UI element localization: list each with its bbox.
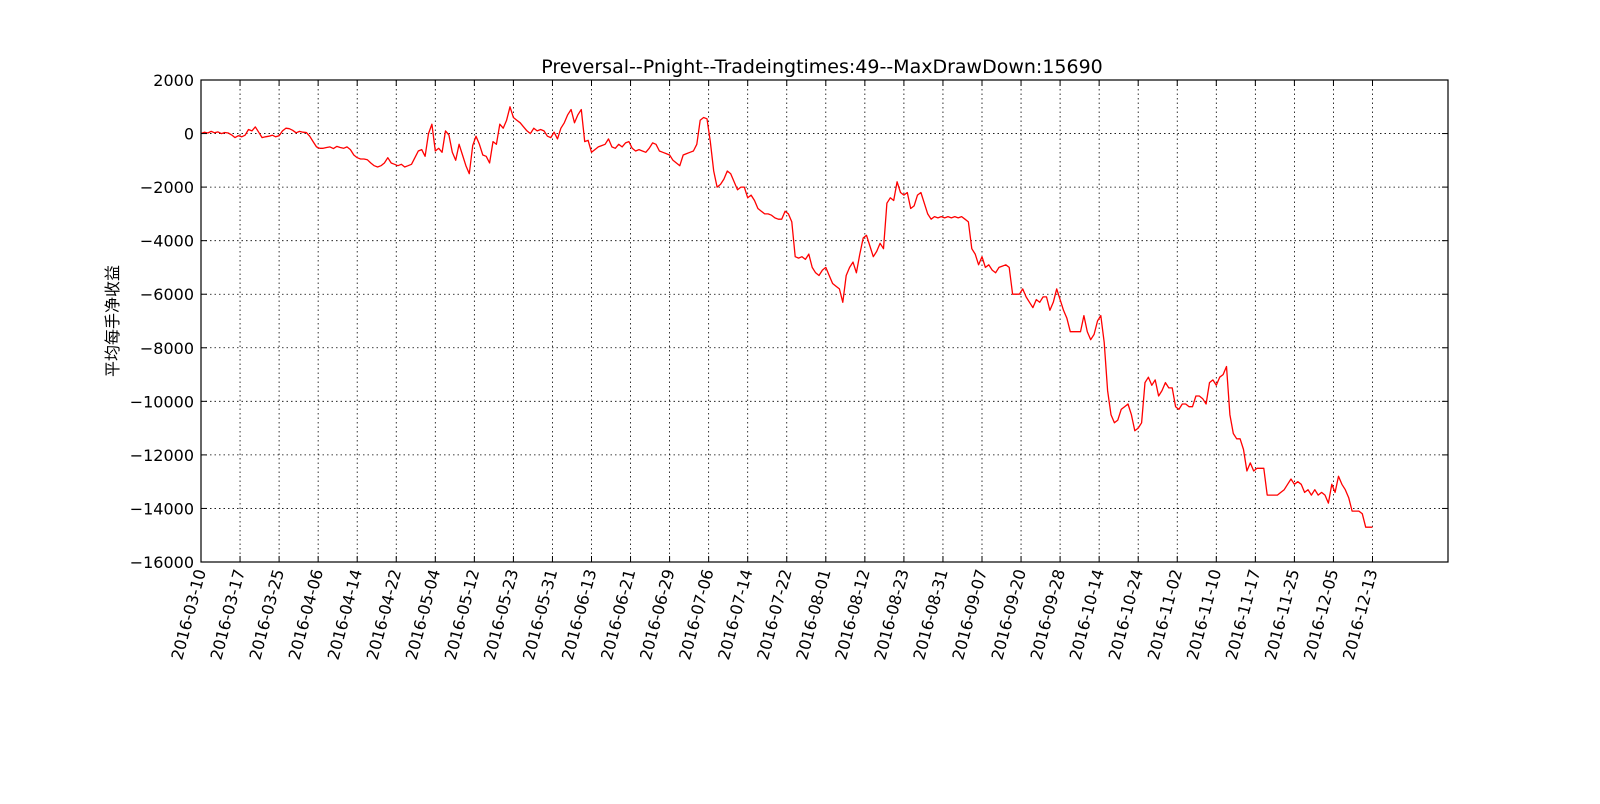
x-tick-label: 2016-12-05 [1300, 567, 1342, 662]
y-tick-label: 0 [184, 125, 194, 144]
y-tick-label: −12000 [130, 446, 194, 465]
x-tick-label: 2016-09-07 [948, 567, 990, 662]
x-axis: 2016-03-102016-03-172016-03-252016-04-06… [167, 80, 1381, 662]
grid [201, 80, 1448, 562]
x-tick-label: 2016-08-23 [870, 567, 912, 662]
x-tick-label: 2016-03-17 [206, 567, 248, 662]
x-tick-label: 2016-07-14 [714, 567, 756, 662]
x-tick-label: 2016-04-06 [285, 567, 327, 662]
x-tick-label: 2016-11-25 [1261, 567, 1303, 662]
x-tick-label: 2016-08-01 [792, 567, 834, 662]
y-tick-label: −4000 [140, 232, 194, 251]
y-tick-label: −6000 [140, 285, 194, 304]
x-tick-label: 2016-07-06 [675, 567, 717, 662]
x-tick-label: 2016-07-22 [753, 567, 795, 662]
x-tick-label: 2016-04-14 [324, 567, 366, 662]
y-axis: 2000 0 −2000 −4000 −6000 −8000 −10000 −12000 −14… [130, 71, 1448, 572]
x-tick-label: 2016-05-23 [480, 567, 522, 662]
x-tick-label: 2016-08-31 [909, 567, 951, 662]
x-tick-label: 2016-03-25 [246, 567, 288, 662]
x-tick-label: 2016-09-28 [1027, 567, 1069, 662]
y-tick-label: −14000 [130, 499, 194, 518]
x-tick-label: 2016-03-10 [167, 567, 209, 662]
y-tick-label: 2000 [153, 71, 194, 90]
x-tick-label: 2016-06-29 [636, 567, 678, 662]
chart-title: Preversal--Pnight--Tradeingtimes:49--Max… [541, 56, 1103, 78]
x-tick-label: 2016-08-12 [831, 567, 873, 662]
y-tick-label: −16000 [130, 553, 194, 572]
y-tick-label: −2000 [140, 178, 194, 197]
y-axis-label: 平均每手净收益 [103, 265, 122, 377]
x-tick-label: 2016-05-12 [441, 567, 483, 662]
y-tick-label: −10000 [130, 392, 194, 411]
series-layer [200, 106, 1373, 528]
series-line-0 [200, 106, 1373, 528]
x-tick-label: 2016-12-13 [1339, 567, 1381, 662]
x-tick-label: 2016-05-31 [519, 567, 561, 662]
x-tick-label: 2016-06-21 [597, 567, 639, 662]
x-tick-label: 2016-11-17 [1222, 567, 1264, 662]
x-tick-label: 2016-11-02 [1144, 567, 1186, 662]
x-tick-label: 2016-10-14 [1066, 567, 1108, 662]
x-tick-label: 2016-06-13 [558, 567, 600, 662]
x-tick-label: 2016-04-22 [363, 567, 405, 662]
x-tick-label: 2016-09-20 [987, 567, 1029, 662]
x-tick-label: 2016-05-04 [402, 567, 444, 662]
y-tick-label: −8000 [140, 339, 194, 358]
x-tick-label: 2016-10-24 [1105, 567, 1147, 662]
plot-frame [200, 79, 1449, 563]
x-tick-label: 2016-11-10 [1183, 567, 1225, 662]
